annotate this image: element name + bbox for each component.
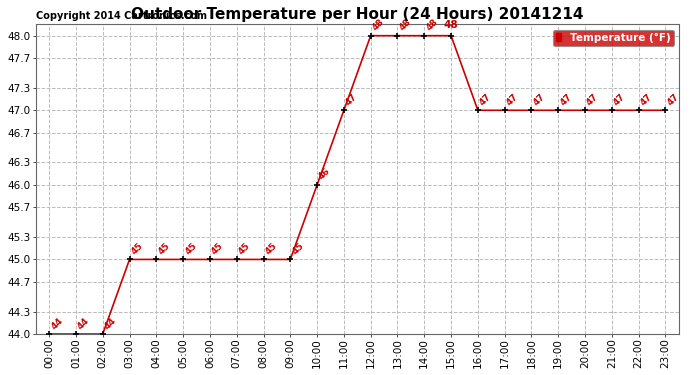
Text: 44: 44: [76, 316, 91, 331]
Text: Copyright 2014 Cartronics.com: Copyright 2014 Cartronics.com: [36, 11, 207, 21]
Text: 45: 45: [130, 241, 145, 256]
Text: 48: 48: [444, 20, 458, 30]
Text: 47: 47: [639, 92, 654, 107]
Text: 47: 47: [665, 92, 681, 107]
Text: 47: 47: [344, 92, 359, 107]
Text: 45: 45: [290, 241, 306, 256]
Text: 45: 45: [183, 241, 199, 256]
Text: 48: 48: [424, 17, 440, 33]
Text: 47: 47: [504, 92, 520, 107]
Text: 47: 47: [531, 92, 547, 107]
Text: 47: 47: [558, 92, 573, 107]
Legend: Temperature (°F): Temperature (°F): [553, 30, 673, 46]
Text: 45: 45: [157, 241, 172, 256]
Text: 45: 45: [237, 241, 252, 256]
Text: 48: 48: [371, 17, 386, 33]
Text: 47: 47: [612, 92, 627, 107]
Text: 45: 45: [210, 241, 225, 256]
Text: 45: 45: [264, 241, 279, 256]
Text: 48: 48: [397, 17, 413, 33]
Title: Outdoor Temperature per Hour (24 Hours) 20141214: Outdoor Temperature per Hour (24 Hours) …: [131, 7, 584, 22]
Text: 44: 44: [49, 316, 65, 331]
Text: 47: 47: [585, 92, 600, 107]
Text: 46: 46: [317, 166, 333, 182]
Text: 44: 44: [103, 316, 118, 331]
Text: 47: 47: [478, 92, 493, 107]
